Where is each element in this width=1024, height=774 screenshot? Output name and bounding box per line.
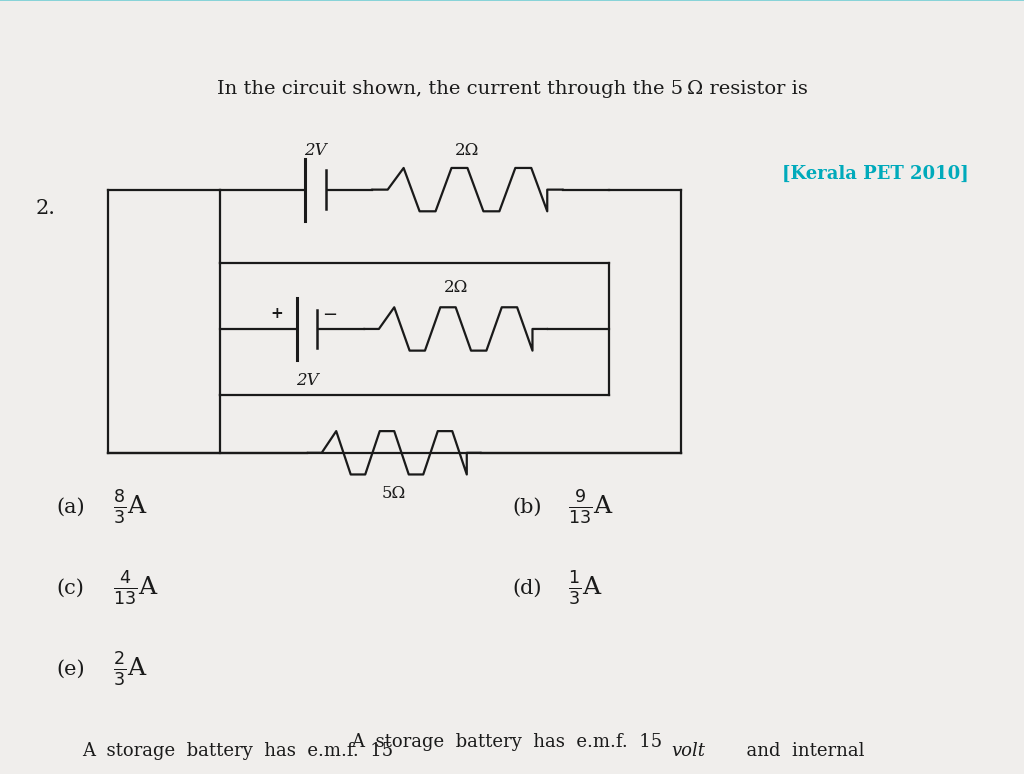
Text: (c): (c) [56, 579, 84, 598]
Text: $\frac{4}{13}$A: $\frac{4}{13}$A [113, 570, 159, 607]
Text: +: + [270, 307, 283, 321]
Text: 2V: 2V [304, 142, 327, 159]
Text: $\frac{2}{3}$A: $\frac{2}{3}$A [113, 651, 147, 688]
Text: A  storage  battery  has  e.m.f.  15: A storage battery has e.m.f. 15 [82, 742, 404, 760]
Text: 2Ω: 2Ω [456, 142, 479, 159]
Text: 5Ω: 5Ω [382, 485, 407, 502]
Text: volt: volt [672, 742, 706, 760]
Text: (b): (b) [512, 498, 542, 516]
Text: (d): (d) [512, 579, 542, 598]
Text: 2V: 2V [296, 372, 318, 389]
Text: $\frac{1}{3}$A: $\frac{1}{3}$A [568, 570, 603, 607]
Text: In the circuit shown, the current through the 5 Ω resistor is: In the circuit shown, the current throug… [216, 80, 808, 98]
Text: $\frac{8}{3}$A: $\frac{8}{3}$A [113, 488, 147, 526]
Text: 2.: 2. [36, 200, 56, 218]
Text: A  storage  battery  has  e.m.f.  15: A storage battery has e.m.f. 15 [350, 733, 674, 751]
Text: 2Ω: 2Ω [443, 279, 468, 296]
Polygon shape [0, 0, 1024, 62]
Text: [Kerala PET 2010]: [Kerala PET 2010] [782, 165, 969, 183]
Text: −: − [323, 307, 337, 324]
Text: (a): (a) [56, 498, 85, 516]
Text: $\frac{9}{13}$A: $\frac{9}{13}$A [568, 488, 614, 526]
Text: and  internal: and internal [735, 742, 864, 760]
Text: (e): (e) [56, 660, 85, 679]
